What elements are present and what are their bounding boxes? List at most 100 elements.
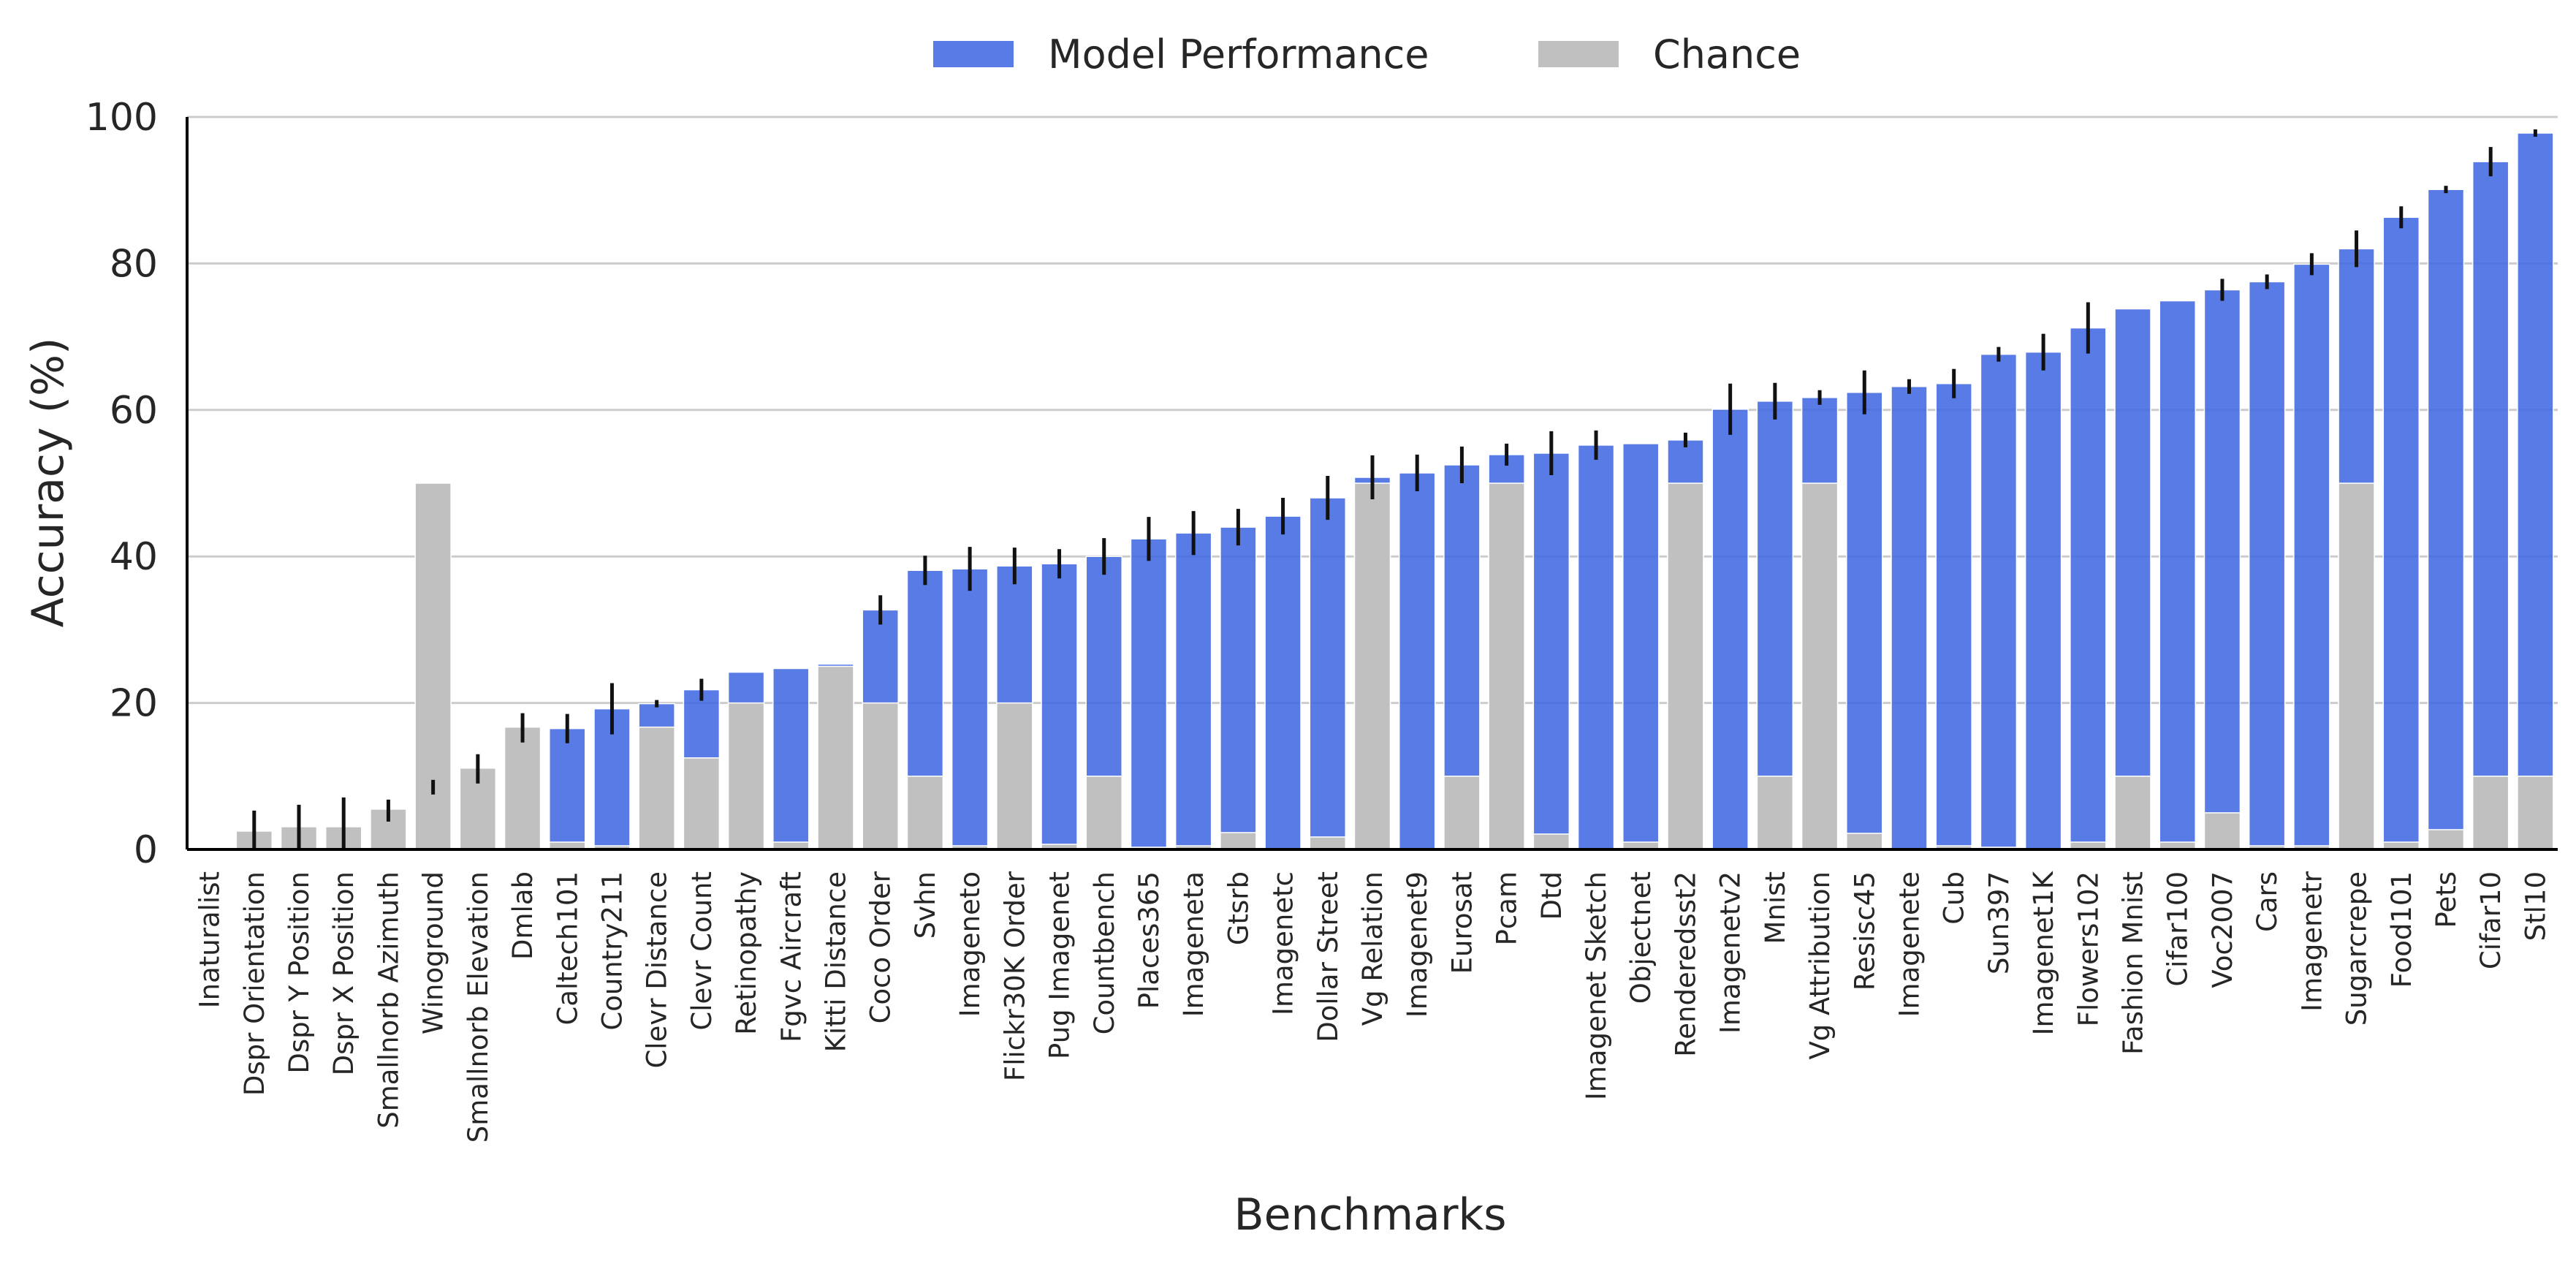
x-tick-label-coco-order: Coco Order bbox=[865, 871, 897, 1023]
y-tick-label-80: 80 bbox=[110, 242, 158, 286]
x-tick-label-cars: Cars bbox=[2252, 871, 2283, 932]
bar-chance-gtsrb bbox=[1220, 832, 1257, 850]
bar-model-imageneto bbox=[951, 568, 989, 850]
bar-chance-winoground bbox=[414, 482, 452, 850]
x-tick-label-places365: Places365 bbox=[1133, 871, 1165, 1009]
bar-model-pug-imagenet bbox=[1041, 563, 1078, 850]
bar-model-places365 bbox=[1130, 538, 1168, 850]
bar-model-gtsrb bbox=[1220, 526, 1257, 850]
bar-chance-clevr-count bbox=[683, 757, 721, 850]
x-tick-label-flickr30k-order: Flickr30K Order bbox=[999, 871, 1030, 1081]
axes bbox=[186, 117, 2558, 851]
bar-model-imageneta bbox=[1174, 532, 1212, 850]
x-tick-label-gtsrb: Gtsrb bbox=[1223, 871, 1254, 945]
x-tick-label-country211: Country211 bbox=[596, 871, 628, 1031]
x-tick-label-pug-imagenet: Pug Imagenet bbox=[1044, 871, 1076, 1059]
x-tick-label-clevr-distance: Clevr Distance bbox=[642, 871, 673, 1069]
legend-label-chance: Chance bbox=[1653, 31, 1801, 77]
x-tick-label-imagenetr: Imagenetr bbox=[2296, 871, 2328, 1012]
x-tick-label-svhn: Svhn bbox=[910, 871, 941, 939]
x-tick-label-fgvc-aircraft: Fgvc Aircraft bbox=[775, 871, 807, 1042]
x-tick-label-cub: Cub bbox=[1939, 871, 1970, 925]
bar-model-imagenet9 bbox=[1398, 472, 1436, 850]
x-tick-label-cifar10: Cifar10 bbox=[2475, 871, 2507, 969]
bar-model-cars bbox=[2248, 281, 2286, 850]
bar-model-pets bbox=[2427, 189, 2465, 850]
legend-label-model-performance: Model Performance bbox=[1048, 31, 1429, 77]
x-tick-label-imagenet-sketch: Imagenet Sketch bbox=[1581, 871, 1612, 1100]
y-tick-label-40: 40 bbox=[110, 535, 158, 579]
x-tick-label-dtd: Dtd bbox=[1536, 871, 1568, 920]
x-tick-label-dspr-orientation: Dspr Orientation bbox=[239, 871, 270, 1096]
x-tick-label-mnist: Mnist bbox=[1760, 871, 1791, 944]
legend-swatch-chance bbox=[1538, 41, 1619, 67]
x-tick-labels: Inaturalist Dspr Orientation Dspr Y Positi… bbox=[194, 870, 2552, 1143]
x-tick-label-pets: Pets bbox=[2431, 871, 2462, 928]
x-tick-label-imagenet1k: Imagenet1K bbox=[2028, 870, 2059, 1035]
bar-model-imagenetr bbox=[2293, 263, 2330, 850]
x-tick-label-eurosat: Eurosat bbox=[1446, 871, 1478, 974]
bar-model-flowers102 bbox=[2070, 327, 2107, 850]
bar-chance-eurosat bbox=[1443, 776, 1481, 850]
bar-model-resisc45 bbox=[1846, 392, 1883, 850]
x-tick-label-vg-attribution: Vg Attribution bbox=[1804, 871, 1836, 1060]
bar-chance-resisc45 bbox=[1846, 833, 1883, 850]
x-tick-label-dmlab: Dmlab bbox=[507, 871, 539, 960]
bar-model-imagenet1k bbox=[2024, 351, 2062, 850]
bar-model-sun397 bbox=[1980, 353, 2018, 850]
bar-chance-countbench bbox=[1085, 776, 1122, 850]
y-tick-label-0: 0 bbox=[134, 828, 158, 872]
bar-model-cub bbox=[1935, 382, 1972, 850]
bar-chance-svhn bbox=[906, 776, 944, 850]
bar-model-fashion-mnist bbox=[2114, 308, 2151, 850]
x-tick-label-sugarcrepe: Sugarcrepe bbox=[2341, 871, 2373, 1026]
legend: Model Performance Chance bbox=[933, 31, 1801, 77]
x-tick-label-cifar100: Cifar100 bbox=[2162, 871, 2194, 987]
bar-chance-flickr30k-order bbox=[996, 702, 1033, 850]
x-tick-label-retinopathy: Retinopathy bbox=[731, 871, 762, 1035]
bar-model-fgvc-aircraft bbox=[772, 667, 810, 850]
bar-chance-fashion-mnist bbox=[2114, 776, 2151, 850]
bar-model-mnist bbox=[1756, 401, 1794, 850]
bar-chance-dollar-street bbox=[1309, 836, 1347, 850]
bar-chance-sugarcrepe bbox=[2338, 482, 2375, 850]
bar-model-imagenetv2 bbox=[1711, 409, 1749, 850]
bar-model-objectnet bbox=[1622, 443, 1660, 850]
x-tick-label-imagenetc: Imagenetc bbox=[1268, 871, 1299, 1015]
x-tick-label-imagenetv2: Imagenetv2 bbox=[1715, 871, 1747, 1034]
y-tick-label-100: 100 bbox=[86, 96, 158, 140]
bar-model-voc2007 bbox=[2203, 289, 2241, 850]
bar-chance-dtd bbox=[1532, 833, 1570, 850]
bar-chance-pcam bbox=[1488, 482, 1525, 850]
x-tick-label-dollar-street: Dollar Street bbox=[1312, 871, 1344, 1042]
x-tick-label-voc2007: Voc2007 bbox=[2207, 871, 2238, 988]
x-tick-label-sun397: Sun397 bbox=[1983, 871, 2015, 974]
y-axis-title: Accuracy (%) bbox=[23, 338, 74, 628]
bar-model-cifar100 bbox=[2159, 300, 2196, 850]
x-tick-label-countbench: Countbench bbox=[1089, 871, 1120, 1034]
x-tick-label-fashion-mnist: Fashion Mnist bbox=[2118, 871, 2149, 1055]
x-tick-label-vg-relation: Vg Relation bbox=[1357, 871, 1388, 1026]
x-tick-label-kitti-distance: Kitti Distance bbox=[821, 871, 852, 1052]
x-tick-label-flowers102: Flowers102 bbox=[2072, 871, 2104, 1026]
bar-chance-pets bbox=[2427, 829, 2465, 850]
bar-chance-renderedsst2 bbox=[1667, 482, 1704, 850]
bar-model-stl10 bbox=[2517, 132, 2554, 850]
bar-model-cifar10 bbox=[2471, 161, 2509, 850]
bar-chance-coco-order bbox=[862, 702, 899, 850]
x-tick-label-imageneto: Imageneto bbox=[954, 871, 986, 1017]
bar-model-dollar-street bbox=[1309, 497, 1347, 850]
y-tick-label-20: 20 bbox=[110, 682, 158, 726]
bar-chance-clevr-distance bbox=[638, 726, 675, 850]
x-tick-label-inaturalist: Inaturalist bbox=[194, 871, 226, 1008]
x-tick-label-renderedsst2: Renderedsst2 bbox=[1670, 871, 1701, 1057]
bar-chance-cifar10 bbox=[2471, 776, 2509, 850]
bar-chance-mnist bbox=[1756, 776, 1794, 850]
y-tick-labels: 0 20 40 60 80 100 bbox=[86, 96, 158, 872]
bar-model-caltech101 bbox=[549, 727, 586, 850]
x-tick-label-imagenet9: Imagenet9 bbox=[1402, 871, 1433, 1018]
x-tick-label-imagenete: Imagenete bbox=[1893, 871, 1925, 1017]
x-tick-label-clevr-count: Clevr Count bbox=[686, 871, 718, 1031]
x-tick-label-food101: Food101 bbox=[2386, 871, 2417, 988]
bar-model-dtd bbox=[1532, 452, 1570, 850]
